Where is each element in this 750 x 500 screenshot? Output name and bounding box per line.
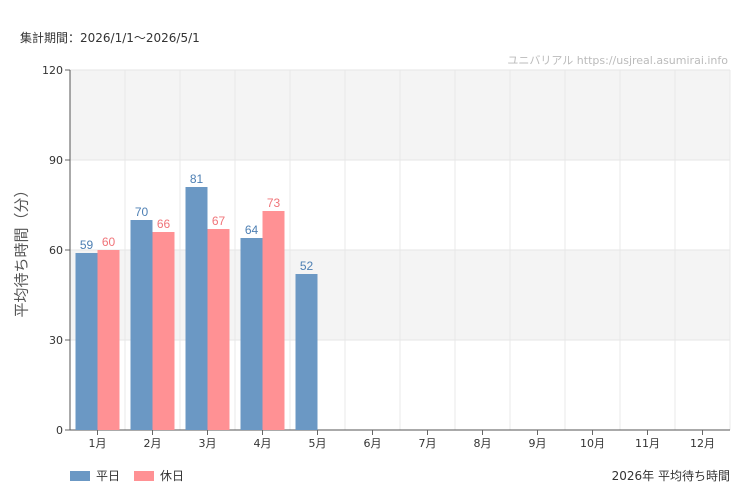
- legend-swatch-weekday: [70, 470, 90, 481]
- bar: [185, 187, 208, 430]
- y-tick-label: 90: [49, 154, 63, 167]
- bar: [207, 229, 230, 430]
- bar-data-label: 67: [212, 214, 226, 228]
- bar: [262, 211, 285, 430]
- x-tick-label: 2月: [144, 437, 162, 450]
- legend-label-holiday: 休日: [160, 469, 185, 483]
- period-label: 集計期間：2026/1/1〜2026/5/1: [20, 31, 200, 45]
- x-tick-label: 1月: [89, 437, 107, 450]
- y-tick-label: 0: [56, 424, 63, 437]
- x-tick-label: 10月: [580, 437, 605, 450]
- legend-item-holiday[interactable]: 休日: [134, 467, 184, 484]
- bar-data-label: 81: [190, 172, 204, 186]
- x-tick-label: 9月: [529, 437, 547, 450]
- x-tick-label: 4月: [254, 437, 272, 450]
- source-label: ユニバリアル https://usjreal.asumirai.info: [507, 54, 728, 67]
- legend-swatch-holiday: [134, 470, 155, 481]
- x-tick-label: 12月: [690, 437, 715, 450]
- y-tick-label: 30: [49, 334, 63, 347]
- bar-data-label: 59: [80, 238, 94, 252]
- x-tick-label: 6月: [364, 437, 382, 450]
- x-tick-label: 7月: [419, 437, 437, 450]
- x-tick-label: 8月: [474, 437, 492, 450]
- bar: [130, 220, 153, 430]
- x-tick-label: 5月: [309, 437, 327, 450]
- bar-data-label: 60: [102, 235, 116, 249]
- bar-data-label: 73: [267, 196, 281, 210]
- legend: 平日 休日: [70, 467, 198, 484]
- bar: [152, 232, 175, 430]
- bar-data-label: 52: [300, 259, 314, 273]
- x-tick-label: 3月: [199, 437, 217, 450]
- y-tick-label: 120: [42, 64, 63, 77]
- legend-item-weekday[interactable]: 平日: [70, 467, 120, 484]
- y-tick-label: 60: [49, 244, 63, 257]
- bar: [240, 238, 263, 430]
- bar: [295, 274, 318, 430]
- x-tick-label: 11月: [635, 437, 660, 450]
- chart-caption: 2026年 平均待ち時間: [611, 469, 730, 483]
- legend-label-weekday: 平日: [96, 469, 121, 483]
- bar: [97, 250, 120, 430]
- bar-data-label: 66: [157, 217, 171, 231]
- bar: [75, 253, 98, 430]
- bar-data-label: 64: [245, 223, 259, 237]
- bar-data-label: 70: [135, 205, 149, 219]
